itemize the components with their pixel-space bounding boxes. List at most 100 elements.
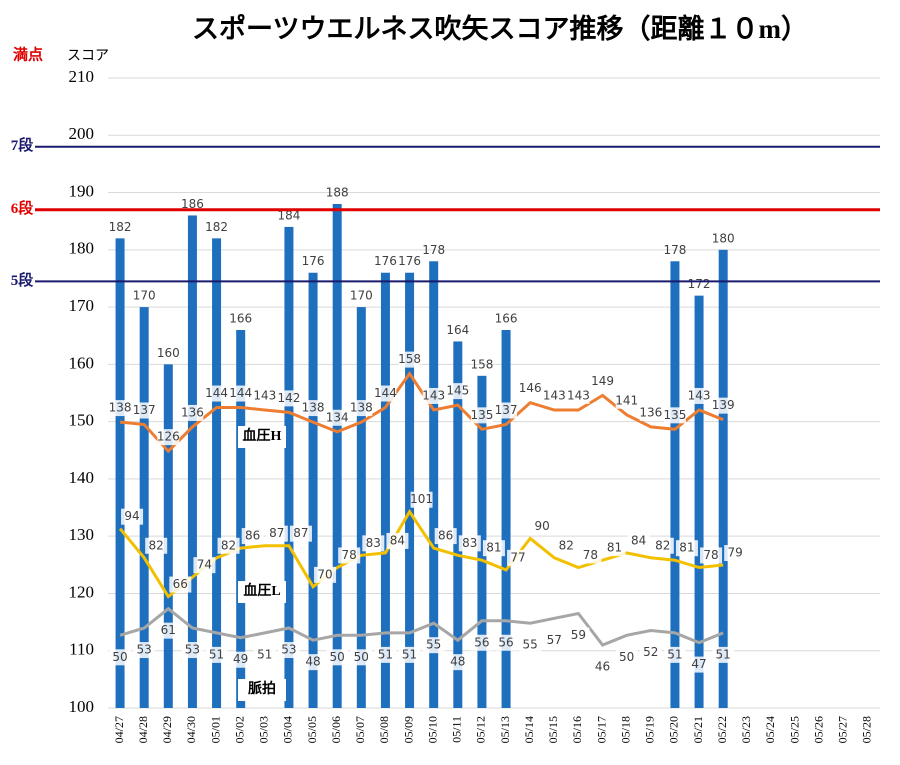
x-tick-label: 05/16 xyxy=(570,716,584,743)
line-value-label: 51 xyxy=(716,647,731,661)
label-background xyxy=(193,557,216,574)
line-value-label: 137 xyxy=(495,403,518,417)
line-value-label: 136 xyxy=(181,405,204,419)
bar-value-label: 176 xyxy=(302,254,325,268)
label-background xyxy=(555,537,578,554)
line-value-label: 94 xyxy=(124,509,139,523)
label-background xyxy=(591,373,614,390)
label-background xyxy=(326,649,349,666)
label-background xyxy=(205,646,228,663)
line-value-label: 56 xyxy=(498,635,513,649)
label-background xyxy=(531,518,554,535)
line-value-label: 79 xyxy=(728,546,743,560)
label-background xyxy=(109,400,132,417)
y-tick-label: 120 xyxy=(69,582,95,601)
line-value-label: 50 xyxy=(112,650,127,664)
label-background xyxy=(374,646,397,663)
bar xyxy=(380,272,390,708)
line-value-label: 144 xyxy=(229,386,252,400)
bar-value-label: 182 xyxy=(205,220,228,234)
label-background xyxy=(519,380,542,397)
label-background xyxy=(639,404,662,421)
line-value-label: 141 xyxy=(615,393,638,407)
y-tick-label: 170 xyxy=(69,296,95,315)
line-value-label: 81 xyxy=(607,541,622,555)
x-tick-label: 05/03 xyxy=(257,716,271,743)
bar xyxy=(453,341,463,708)
bar xyxy=(187,215,197,709)
line-value-label: 145 xyxy=(446,384,469,398)
bar-value-label: 158 xyxy=(470,357,493,371)
line-series xyxy=(119,606,724,647)
line-value-label: 101 xyxy=(410,492,433,506)
label-background xyxy=(121,508,144,525)
series-label-background xyxy=(238,679,286,701)
line-value-label: 90 xyxy=(535,519,550,533)
line-value-label: 135 xyxy=(663,408,686,422)
label-background xyxy=(338,547,361,564)
bar xyxy=(670,261,680,708)
line-value-label: 84 xyxy=(631,533,646,547)
bar-value-label: 178 xyxy=(663,243,686,257)
label-background xyxy=(265,525,288,542)
line-value-label: 84 xyxy=(390,533,405,547)
bar xyxy=(356,307,366,708)
label-background xyxy=(398,646,421,663)
x-tick-label: 05/06 xyxy=(329,716,343,743)
line-value-label: 48 xyxy=(305,655,320,669)
label-background xyxy=(724,545,747,562)
line-value-label: 83 xyxy=(462,536,477,550)
bar xyxy=(284,226,294,708)
label-background xyxy=(410,491,433,508)
x-tick-label: 05/26 xyxy=(811,716,825,743)
bar-value-label: 188 xyxy=(326,186,349,200)
bar-value-label: 172 xyxy=(688,277,711,291)
line-value-label: 50 xyxy=(619,650,634,664)
bar xyxy=(718,249,728,708)
series-label-background xyxy=(238,426,286,448)
line-value-label: 46 xyxy=(595,660,610,674)
y-tick-label: 180 xyxy=(69,239,95,258)
line-value-label: 136 xyxy=(639,405,662,419)
label-background xyxy=(241,528,264,545)
line-value-label: 81 xyxy=(679,541,694,555)
line-value-label: 81 xyxy=(486,541,501,555)
label-background xyxy=(712,646,735,663)
label-background xyxy=(712,397,735,414)
y-tick-label: 100 xyxy=(69,697,95,716)
line-value-label: 74 xyxy=(197,558,212,572)
label-background xyxy=(591,659,614,675)
bar-value-label: 170 xyxy=(133,289,156,303)
x-tick-label: 05/21 xyxy=(691,716,705,743)
line-value-label: 87 xyxy=(269,526,284,540)
bar-value-label: 178 xyxy=(422,243,445,257)
line-value-label: 143 xyxy=(688,388,711,402)
y-tick-label: 110 xyxy=(69,640,94,659)
line-value-label: 55 xyxy=(426,638,441,652)
bar-value-label: 184 xyxy=(277,208,300,222)
line-series xyxy=(119,370,724,454)
label-background xyxy=(434,528,457,545)
line-value-label: 134 xyxy=(326,410,349,424)
line-value-label: 146 xyxy=(519,381,542,395)
label-background xyxy=(289,525,312,542)
line-value-label: 138 xyxy=(350,401,373,415)
label-background xyxy=(603,540,626,557)
label-background xyxy=(627,532,650,549)
x-tick-label: 05/25 xyxy=(787,716,801,743)
label-background xyxy=(181,404,204,421)
line-value-label: 56 xyxy=(474,635,489,649)
line-value-label: 139 xyxy=(712,398,735,412)
bar-value-label: 176 xyxy=(374,254,397,268)
label-background xyxy=(543,632,566,649)
bar xyxy=(332,204,342,708)
x-tick-label: 05/18 xyxy=(618,716,632,743)
bar xyxy=(308,272,318,708)
label-background xyxy=(133,402,156,419)
x-tick-label: 05/04 xyxy=(281,716,295,743)
line-value-label: 53 xyxy=(185,643,200,657)
x-tick-label: 05/13 xyxy=(498,716,512,743)
label-background xyxy=(567,387,590,404)
line-value-label: 138 xyxy=(109,401,132,415)
y-tick-label: 160 xyxy=(69,353,95,372)
